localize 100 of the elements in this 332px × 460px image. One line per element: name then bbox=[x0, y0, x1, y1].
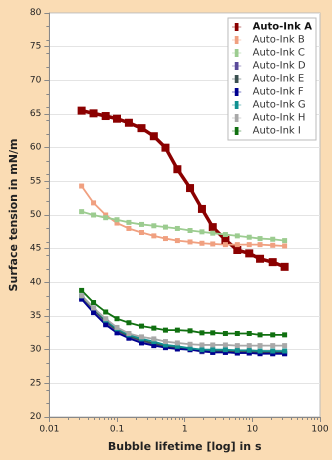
y-tick-label: 80 bbox=[30, 8, 42, 18]
legend-label: Auto-Ink G bbox=[252, 100, 306, 110]
y-tick-label: 60 bbox=[30, 142, 42, 153]
point bbox=[188, 239, 193, 244]
point bbox=[103, 309, 108, 314]
point bbox=[91, 300, 96, 306]
x-tick-label: 0.1 bbox=[110, 424, 124, 434]
point bbox=[173, 165, 182, 174]
point bbox=[114, 316, 120, 322]
point bbox=[234, 242, 240, 248]
point bbox=[258, 343, 263, 348]
point bbox=[245, 249, 254, 258]
point bbox=[258, 242, 263, 248]
point bbox=[174, 328, 180, 333]
y-tick-label: 75 bbox=[30, 42, 42, 52]
point bbox=[151, 233, 156, 238]
x-tick-label: 10 bbox=[246, 424, 258, 434]
legend-label: Auto-Ink F bbox=[252, 86, 304, 98]
point bbox=[174, 238, 180, 244]
point bbox=[198, 204, 206, 213]
y-tick-label: 20 bbox=[30, 412, 42, 422]
point bbox=[151, 223, 156, 228]
point bbox=[138, 324, 144, 329]
point bbox=[79, 209, 84, 214]
point bbox=[188, 328, 193, 334]
y-tick-label: 35 bbox=[30, 311, 42, 321]
point bbox=[113, 114, 122, 123]
point bbox=[186, 184, 194, 192]
y-tick-label: 30 bbox=[30, 344, 42, 355]
point bbox=[162, 328, 168, 333]
point bbox=[138, 230, 144, 236]
point bbox=[114, 217, 120, 222]
x-axis-title: Bubble lifetime [log] in s bbox=[108, 440, 262, 453]
point bbox=[270, 242, 276, 248]
point bbox=[138, 222, 144, 227]
point bbox=[210, 230, 216, 236]
point bbox=[91, 200, 96, 206]
point bbox=[151, 326, 156, 331]
legend-label: Auto-Ink C bbox=[252, 48, 305, 58]
point bbox=[233, 246, 242, 254]
point bbox=[103, 215, 108, 220]
point bbox=[210, 241, 216, 246]
point bbox=[151, 336, 156, 342]
point bbox=[282, 332, 288, 338]
point bbox=[234, 331, 240, 336]
point bbox=[79, 184, 84, 189]
point bbox=[199, 330, 204, 336]
point bbox=[222, 232, 228, 238]
point bbox=[234, 343, 240, 348]
point bbox=[282, 243, 288, 248]
y-tick-label: 50 bbox=[30, 210, 42, 220]
point bbox=[137, 124, 146, 132]
legend-label: Auto-Ink E bbox=[252, 74, 304, 84]
point bbox=[90, 109, 98, 118]
y-tick-label: 55 bbox=[30, 176, 42, 186]
point bbox=[222, 242, 228, 248]
y-tick-label: 40 bbox=[30, 277, 42, 288]
point bbox=[258, 332, 263, 338]
point bbox=[126, 220, 132, 225]
point bbox=[222, 342, 228, 348]
point bbox=[234, 233, 240, 238]
point bbox=[222, 331, 228, 336]
point bbox=[162, 236, 168, 242]
legend-label: Auto-Ink D bbox=[252, 60, 306, 72]
point bbox=[282, 238, 288, 244]
point bbox=[256, 254, 264, 263]
point bbox=[174, 226, 180, 231]
point bbox=[174, 340, 180, 346]
point bbox=[126, 320, 132, 326]
point bbox=[91, 212, 96, 218]
y-tick-label: 70 bbox=[30, 75, 42, 86]
point bbox=[280, 262, 289, 271]
point bbox=[150, 132, 158, 140]
point bbox=[246, 331, 252, 336]
point bbox=[246, 343, 252, 348]
point bbox=[270, 236, 276, 242]
point bbox=[210, 330, 216, 336]
point bbox=[208, 223, 217, 232]
point bbox=[270, 343, 276, 348]
point bbox=[126, 226, 132, 231]
point bbox=[282, 343, 288, 348]
point bbox=[199, 229, 204, 234]
legend-label: Auto-Ink B bbox=[252, 34, 305, 46]
point bbox=[188, 228, 193, 233]
point bbox=[188, 342, 193, 347]
x-tick-label: 100 bbox=[311, 424, 329, 434]
x-tick-label: 1 bbox=[182, 424, 188, 434]
legend-label: Auto-Ink A bbox=[252, 22, 312, 32]
point bbox=[258, 236, 263, 242]
legend-label: Auto-Ink H bbox=[252, 112, 306, 124]
point bbox=[246, 234, 252, 240]
x-tick-label: 0.01 bbox=[39, 424, 60, 434]
legend-label: Auto-Ink I bbox=[252, 126, 301, 136]
y-tick-label: 65 bbox=[30, 109, 42, 119]
point bbox=[78, 106, 86, 115]
point bbox=[161, 144, 170, 152]
point bbox=[102, 112, 110, 120]
point bbox=[268, 258, 277, 266]
y-tick-label: 25 bbox=[30, 378, 42, 388]
point bbox=[162, 339, 168, 344]
